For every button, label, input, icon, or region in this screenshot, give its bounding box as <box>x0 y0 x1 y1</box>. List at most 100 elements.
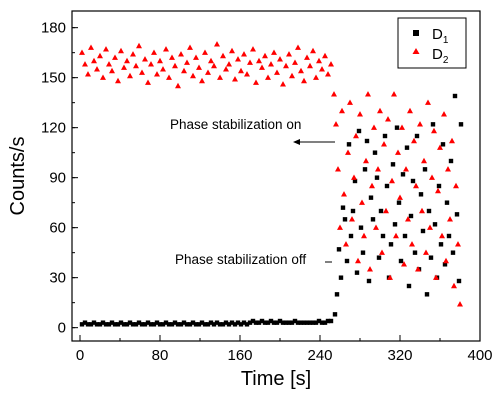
data-point <box>211 62 217 69</box>
data-point <box>304 54 310 60</box>
data-point <box>163 46 169 52</box>
data-point <box>286 51 292 57</box>
data-point <box>381 141 387 147</box>
data-point <box>151 322 157 327</box>
x-tick-label: 400 <box>467 347 492 364</box>
data-point <box>289 72 295 79</box>
data-point <box>393 232 399 239</box>
y-tick-label: 180 <box>41 20 66 37</box>
data-point <box>85 322 91 327</box>
data-point <box>109 67 115 74</box>
data-point <box>160 66 166 72</box>
data-point <box>232 76 238 82</box>
data-point <box>346 142 352 147</box>
data-point <box>286 320 292 325</box>
data-point <box>307 62 313 69</box>
data-point <box>352 178 358 184</box>
data-point <box>97 52 103 59</box>
data-point <box>205 69 211 75</box>
data-point <box>142 322 148 327</box>
data-point <box>405 216 411 222</box>
data-point <box>316 318 322 324</box>
data-point <box>157 322 163 327</box>
data-point <box>313 320 319 325</box>
data-point <box>190 72 196 79</box>
data-point <box>148 322 154 327</box>
data-point <box>422 167 428 172</box>
data-point <box>115 77 121 84</box>
data-point <box>229 47 235 54</box>
data-point <box>392 222 398 227</box>
data-point <box>350 208 356 214</box>
data-point <box>415 266 421 272</box>
data-point <box>384 183 390 189</box>
data-point <box>355 257 361 264</box>
data-point <box>298 320 304 325</box>
data-point <box>359 199 365 205</box>
data-point <box>401 261 407 267</box>
data-point <box>301 77 307 84</box>
data-point <box>94 322 100 327</box>
data-point <box>358 225 364 230</box>
data-point <box>166 322 172 327</box>
data-point <box>433 274 439 280</box>
data-point <box>79 322 85 327</box>
data-point <box>374 175 380 180</box>
data-point <box>316 57 322 64</box>
data-point <box>450 250 456 255</box>
data-point <box>226 322 232 327</box>
data-point <box>420 228 426 234</box>
data-point <box>211 322 217 327</box>
data-point <box>397 194 403 200</box>
data-point <box>259 64 265 70</box>
data-point <box>353 132 359 139</box>
data-point <box>88 322 94 327</box>
x-tick-label: 0 <box>76 347 84 364</box>
data-point <box>118 320 124 325</box>
data-point <box>432 222 438 227</box>
data-point <box>360 250 366 255</box>
data-point <box>214 41 220 47</box>
data-point <box>361 232 367 239</box>
data-point <box>208 320 214 325</box>
data-point <box>396 200 402 205</box>
data-point <box>160 322 166 327</box>
data-point <box>372 150 378 155</box>
data-point <box>412 250 418 255</box>
data-point <box>238 322 244 327</box>
data-point <box>208 57 214 64</box>
data-point <box>310 320 316 325</box>
data-point <box>435 187 441 194</box>
data-point <box>283 320 289 325</box>
data-point <box>319 320 325 325</box>
data-point <box>217 322 223 327</box>
data-point <box>241 51 247 57</box>
data-point <box>139 69 145 75</box>
data-point <box>429 174 435 180</box>
data-point <box>388 242 394 247</box>
data-point <box>217 74 223 80</box>
data-point <box>229 320 235 325</box>
data-point <box>184 59 190 65</box>
data-point <box>193 54 199 60</box>
data-point <box>371 124 377 130</box>
y-tick-label: 0 <box>58 320 66 337</box>
data-point <box>220 52 226 59</box>
data-point <box>298 67 304 74</box>
data-point <box>439 232 445 239</box>
y-tick-label: 150 <box>41 70 66 87</box>
data-point <box>378 208 384 214</box>
data-point <box>411 137 417 144</box>
data-point <box>91 320 97 325</box>
data-point <box>295 44 301 50</box>
data-point <box>124 322 130 327</box>
data-point <box>133 62 139 69</box>
data-point <box>454 212 460 217</box>
data-point <box>458 122 464 127</box>
data-point <box>418 192 424 197</box>
data-point <box>408 213 414 219</box>
data-point <box>331 91 337 97</box>
data-point <box>142 56 148 62</box>
data-point <box>163 320 169 325</box>
data-point <box>232 322 238 327</box>
